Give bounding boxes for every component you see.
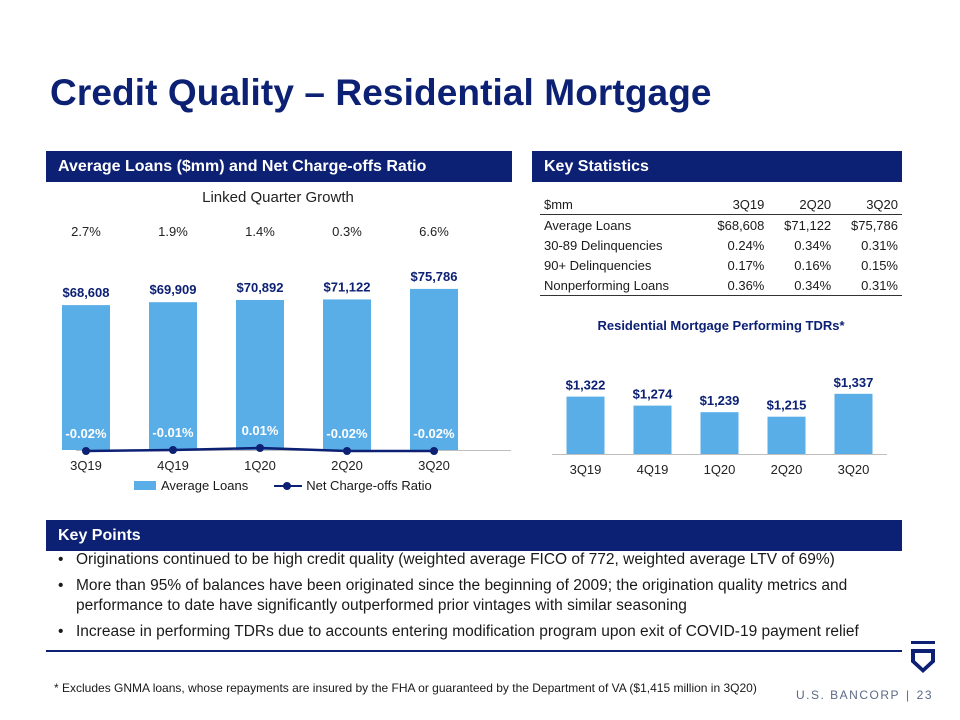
- loan-bar: [149, 302, 197, 450]
- stats-cell: 0.31%: [835, 275, 902, 296]
- tdr-x-tick-label: 3Q19: [570, 462, 602, 477]
- legend-swatch-average-loans: [134, 481, 156, 490]
- x-tick-label: 4Q19: [157, 458, 189, 473]
- tdr-bar: [700, 412, 739, 454]
- stats-header-cell: 3Q19: [701, 194, 769, 215]
- footer-separator: |: [906, 688, 911, 702]
- net-charge-offs-point: [82, 447, 90, 455]
- loan-bar-label: $69,909: [150, 282, 197, 297]
- footnote: * Excludes GNMA loans, whose repayments …: [54, 681, 757, 695]
- loan-bar-label: $68,608: [63, 285, 110, 300]
- footer-brand: U.S. BANCORP | 23: [796, 688, 933, 702]
- page-number: 23: [916, 688, 933, 702]
- tdr-x-tick-label: 3Q20: [838, 462, 870, 477]
- legend-label-average-loans: Average Loans: [161, 478, 249, 493]
- key-point: More than 95% of balances have been orig…: [58, 576, 908, 616]
- stats-row: 30-89 Delinquencies 0.24% 0.34% 0.31%: [540, 235, 902, 255]
- growth-label: 1.4%: [245, 224, 275, 239]
- growth-label: 6.6%: [419, 224, 449, 239]
- tdr-chart: $1,322 3Q19 $1,274 4Q19 $1,239 1Q20 $1,215 2Q20…: [552, 375, 887, 477]
- stats-cell: 0.31%: [861, 237, 898, 253]
- stats-cell: 0.36%: [701, 275, 769, 296]
- stats-cell: $71,122: [784, 217, 832, 233]
- tdr-bar: [633, 405, 672, 454]
- net-charge-offs-point: [343, 447, 351, 455]
- tdr-bar: [834, 393, 873, 454]
- stats-header-cell: $mm: [540, 194, 702, 215]
- average-loans-chart: 2.7% $68,608 3Q19 1.9% $69,909 4Q19 1.4% $70,89…: [62, 224, 511, 473]
- tdr-bar-label: $1,215: [767, 398, 807, 413]
- tdr-bar-label: $1,322: [566, 378, 606, 393]
- stats-cell: 0.34%: [794, 237, 832, 253]
- brand-name: U.S. BANCORP: [796, 688, 901, 702]
- stats-cell: 0.15%: [861, 257, 898, 273]
- key-points-list: Originations continued to be high credit…: [58, 550, 908, 648]
- key-points-header: Key Points: [46, 520, 902, 551]
- net-charge-offs-point: [169, 446, 177, 454]
- loan-bar: [236, 299, 284, 450]
- stats-header-cell: 3Q20: [835, 194, 902, 215]
- stats-row: 90+ Delinquencies 0.17% 0.16% 0.15%: [540, 255, 902, 275]
- stats-cell: 0.17%: [727, 257, 765, 273]
- growth-label: 1.9%: [158, 224, 188, 239]
- loan-bar: [62, 305, 110, 450]
- loan-bar-label: $75,786: [411, 269, 458, 284]
- loan-bar-label: $71,122: [324, 279, 371, 294]
- loan-bar-label: $70,892: [237, 280, 284, 295]
- x-tick-label: 2Q20: [331, 458, 363, 473]
- tdr-x-tick-label: 1Q20: [704, 462, 736, 477]
- stats-cell: 0.16%: [794, 257, 832, 273]
- stats-header-cell: 2Q20: [768, 194, 836, 215]
- net-charge-offs-label: 0.01%: [242, 423, 279, 438]
- tdr-bar-label: $1,337: [834, 375, 874, 390]
- x-tick-label: 3Q20: [418, 458, 450, 473]
- key-statistics-header: Key Statistics: [532, 151, 902, 182]
- loans-chart-header: Average Loans ($mm) and Net Charge-offs …: [46, 151, 512, 182]
- net-charge-offs-label: -0.02%: [413, 426, 455, 441]
- key-point: Originations continued to be high credit…: [58, 550, 908, 570]
- loan-bar: [410, 288, 458, 450]
- tdr-chart-title: Residential Mortgage Performing TDRs*: [597, 318, 845, 333]
- legend-swatch-net-charge-offs: [274, 481, 303, 491]
- tdr-bar-label: $1,274: [633, 387, 674, 402]
- key-statistics-table: $mm 3Q19 2Q20 3Q20 Average Loans $68,608…: [540, 194, 902, 296]
- stats-header-row: $mm 3Q19 2Q20 3Q20: [540, 194, 902, 215]
- loan-bar: [323, 299, 371, 450]
- growth-label: 0.3%: [332, 224, 362, 239]
- tdr-bar: [767, 416, 806, 454]
- net-charge-offs-label: -0.02%: [326, 426, 368, 441]
- tdr-bar-label: $1,239: [700, 393, 740, 408]
- growth-label: 2.7%: [71, 224, 101, 239]
- x-tick-label: 3Q19: [70, 458, 102, 473]
- stats-cell: 0.34%: [768, 275, 836, 296]
- stats-cell: Average Loans: [544, 217, 632, 233]
- tdr-x-tick-label: 4Q19: [637, 462, 669, 477]
- stats-row: Average Loans $68,608 $71,122 $75,786: [540, 215, 902, 236]
- tdr-x-tick-label: 2Q20: [771, 462, 803, 477]
- footer-divider: [46, 650, 902, 652]
- stats-row: Nonperforming Loans 0.36% 0.34% 0.31%: [540, 275, 902, 296]
- net-charge-offs-label: -0.02%: [65, 426, 107, 441]
- stats-cell: $75,786: [851, 217, 898, 233]
- key-point: Increase in performing TDRs due to accou…: [58, 622, 908, 642]
- stats-cell: Nonperforming Loans: [540, 275, 702, 296]
- stats-cell: 0.24%: [727, 237, 765, 253]
- stats-cell: 30-89 Delinquencies: [544, 237, 663, 253]
- shield-logo-icon: [911, 641, 935, 673]
- stats-cell: 90+ Delinquencies: [544, 257, 652, 273]
- legend-label-net-charge-offs: Net Charge-offs Ratio: [306, 478, 432, 493]
- net-charge-offs-point: [256, 444, 264, 452]
- net-charge-offs-point: [430, 447, 438, 455]
- stats-cell: $68,608: [717, 217, 765, 233]
- chart-legend: Average Loans Net Charge-offs Ratio: [134, 478, 432, 493]
- net-charge-offs-label: -0.01%: [152, 425, 194, 440]
- tdr-bar: [566, 396, 605, 454]
- page-title: Credit Quality – Residential Mortgage: [50, 72, 712, 113]
- x-tick-label: 1Q20: [244, 458, 276, 473]
- linked-quarter-title: Linked Quarter Growth: [202, 189, 354, 206]
